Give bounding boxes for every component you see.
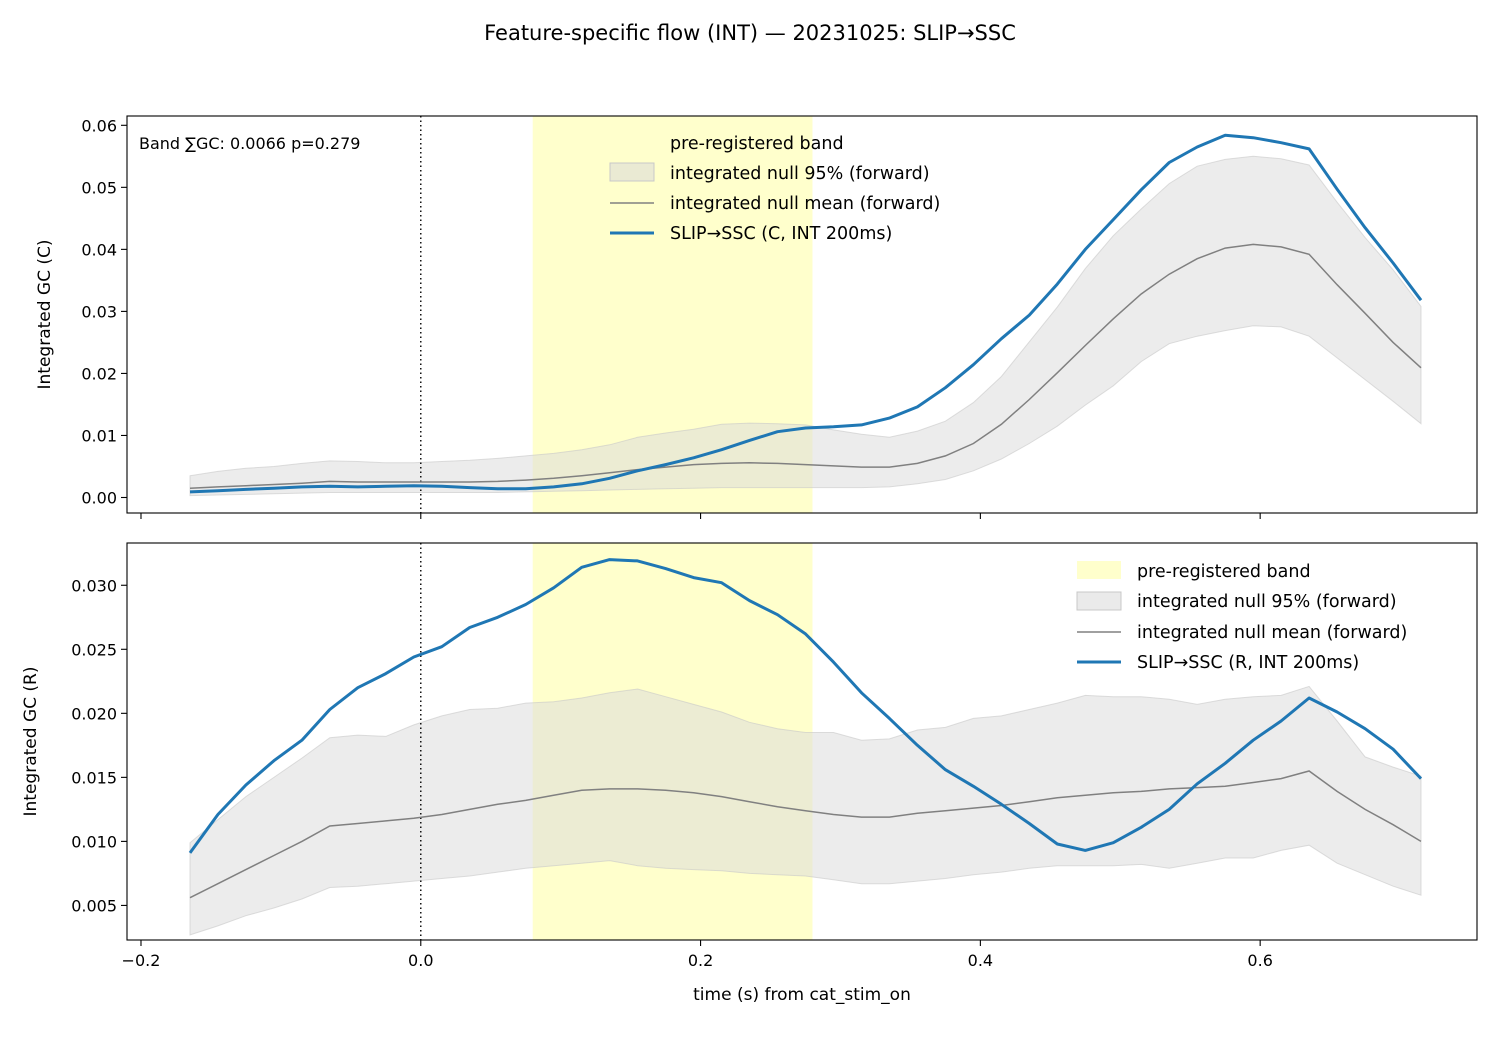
- panel-top: 0.00 0.01 0.02 0.03 0.04 0.05 0.06 Integrated …: [35, 115, 1478, 519]
- y-tick-label: 0.00: [81, 488, 117, 507]
- y-tick-label: 0.02: [81, 364, 117, 383]
- x-tick-label: 0.2: [688, 951, 713, 970]
- x-tick-label: 0.6: [1247, 951, 1272, 970]
- y-tick-label: 0.01: [81, 426, 117, 445]
- y-tick-label: 0.030: [71, 576, 117, 595]
- legend-label-null95: integrated null 95% (forward): [1137, 592, 1397, 612]
- legend-label-series: SLIP→SSC (R, INT 200ms): [1137, 653, 1359, 673]
- y-tick-label: 0.005: [71, 896, 117, 915]
- y-tick-label: 0.025: [71, 640, 117, 659]
- null-95-area: [189, 155, 1422, 497]
- x-axis-label: time (s) from cat_stim_on: [693, 985, 911, 1005]
- panel-bottom: 0.005 0.010 0.015 0.020 0.025 0.030 −0.2 0.0 0.…: [21, 542, 1478, 1005]
- series-line: [188, 558, 1423, 854]
- y-axis-label-bottom: Integrated GC (R): [21, 667, 41, 817]
- legend-top: pre-registered band integrated null 95% …: [609, 133, 940, 244]
- null-95-band: [189, 155, 1422, 497]
- x-tick-label: −0.2: [122, 951, 161, 970]
- y-tick-label: 0.015: [71, 768, 117, 787]
- slip-ssc-series: [189, 133, 1423, 494]
- legend-label-null-mean: integrated null mean (forward): [1137, 623, 1407, 643]
- slip-ssc-series: [188, 558, 1423, 854]
- legend-swatch-band: [1077, 561, 1121, 579]
- axes-frame-bottom: [126, 542, 1478, 941]
- legend-swatch-null95: [609, 162, 655, 182]
- y-tick-label: 0.06: [81, 116, 117, 135]
- legend-label-null-mean: integrated null mean (forward): [670, 194, 940, 214]
- y-axis-top: 0.00 0.01 0.02 0.03 0.04 0.05 0.06: [81, 116, 127, 507]
- y-tick-label: 0.03: [81, 302, 117, 321]
- legend-swatch-null95: [1076, 591, 1122, 611]
- axes-frame-top: [126, 115, 1478, 514]
- null-mean-line: [189, 770, 1422, 899]
- null-mean-line: [189, 243, 1422, 489]
- legend-label-series: SLIP→SSC (C, INT 200ms): [670, 224, 892, 244]
- figure-title: Feature-specific flow (INT) — 20231025: …: [484, 21, 1016, 45]
- legend-bottom: pre-registered band integrated null 95% …: [1076, 561, 1407, 673]
- x-tick-label: 0.4: [968, 951, 993, 970]
- null-mean-series: [189, 243, 1422, 489]
- y-tick-label: 0.020: [71, 704, 117, 723]
- y-axis-bottom: 0.005 0.010 0.015 0.020 0.025 0.030: [71, 576, 127, 915]
- y-tick-label: 0.010: [71, 832, 117, 851]
- null-mean-series: [189, 770, 1422, 899]
- x-axis-top: [140, 513, 1261, 519]
- legend-label-band: pre-registered band: [670, 134, 844, 154]
- band-stat-annotation: Band ∑GC: 0.0066 p=0.279: [139, 134, 360, 153]
- y-tick-label: 0.05: [81, 178, 117, 197]
- series-line: [189, 133, 1423, 494]
- y-axis-label-top: Integrated GC (C): [35, 239, 55, 389]
- y-tick-label: 0.04: [81, 240, 117, 259]
- legend-label-band: pre-registered band: [1137, 562, 1311, 582]
- x-tick-label: 0.0: [408, 951, 433, 970]
- x-axis-bottom: −0.2 0.0 0.2 0.4 0.6: [122, 940, 1273, 970]
- legend-label-null95: integrated null 95% (forward): [670, 164, 930, 184]
- legend-swatch-band: [610, 133, 654, 151]
